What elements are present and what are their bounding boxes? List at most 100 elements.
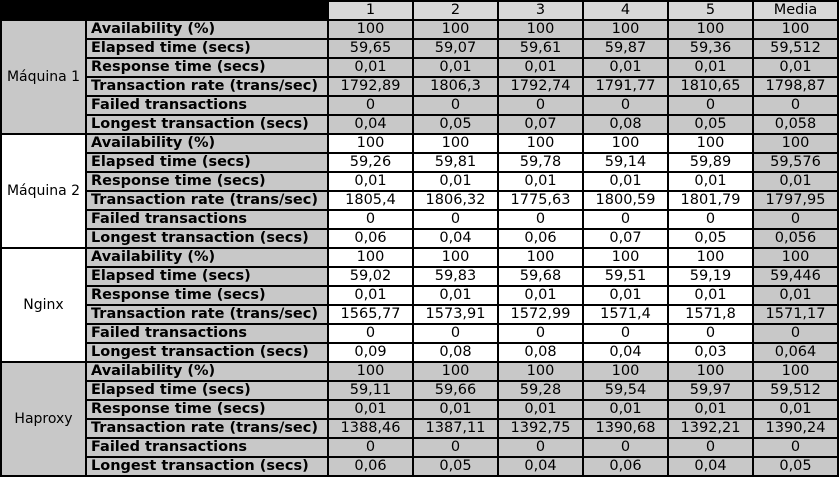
metric-label: Longest transaction (secs) [87, 344, 327, 361]
run-3-value: 100 [499, 135, 582, 152]
run-3-value: 0,01 [499, 287, 582, 304]
table-row: Nginx Availability (%) 100 100 100 100 100 100 [2, 249, 837, 361]
run-3-value: 0 [499, 97, 582, 114]
run-3-value: 100 [499, 363, 582, 380]
metric-label: Response time (secs) [87, 287, 327, 304]
header-run-1: 1 [329, 2, 412, 19]
run-4-value: 0,01 [584, 59, 667, 76]
header-corner [2, 2, 85, 19]
run-2-value: 100 [414, 363, 497, 380]
media-value: 0,056 [754, 230, 837, 247]
media-value: 1571,17 [754, 306, 837, 323]
run-2-value: 0,01 [414, 287, 497, 304]
run-3-value: 0 [499, 211, 582, 228]
run-4-value: 100 [584, 135, 667, 152]
metric-label: Failed transactions [87, 97, 327, 114]
media-value: 1797,95 [754, 192, 837, 209]
run-4-value: 1791,77 [584, 78, 667, 95]
media-value: 0,064 [754, 344, 837, 361]
run-5-value: 59,97 [669, 382, 752, 399]
metric-label: Elapsed time (secs) [87, 382, 327, 399]
run-1-value: 0 [329, 211, 412, 228]
media-value: 0,01 [754, 59, 837, 76]
run-2-value: 0 [414, 325, 497, 342]
metric-label: Failed transactions [87, 211, 327, 228]
run-3-value: 0,01 [499, 401, 582, 418]
table-row: Failed transactions 0 0 0 0 0 0 [2, 439, 837, 456]
metric-label: Availability (%) [87, 135, 327, 152]
run-2-value: 100 [414, 135, 497, 152]
run-4-value: 0,01 [584, 287, 667, 304]
run-5-value: 100 [669, 21, 752, 38]
run-2-value: 0 [414, 97, 497, 114]
run-4-value: 0,01 [584, 401, 667, 418]
table-row: Elapsed time (secs) 59,65 59,07 59,61 59,87 5… [2, 40, 837, 57]
run-5-value: 0,01 [669, 173, 752, 190]
table-row: Response time (secs) 0,01 0,01 0,01 0,01 0,01… [2, 287, 837, 304]
group-label: Haproxy [2, 363, 85, 475]
media-value: 0,01 [754, 401, 837, 418]
run-4-value: 0,08 [584, 116, 667, 133]
metric-label: Elapsed time (secs) [87, 154, 327, 171]
run-1-value: 1805,4 [329, 192, 412, 209]
run-3-value: 0 [499, 325, 582, 342]
media-value: 0,01 [754, 287, 837, 304]
run-5-value: 0,05 [669, 116, 752, 133]
table-row: Elapsed time (secs) 59,02 59,83 59,68 59,51 5… [2, 268, 837, 285]
media-value: 0,058 [754, 116, 837, 133]
table-row: Haproxy Availability (%) 100 100 100 100 100 10… [2, 363, 837, 475]
run-4-value: 59,54 [584, 382, 667, 399]
run-4-value: 100 [584, 21, 667, 38]
run-5-value: 100 [669, 249, 752, 266]
table-row: Failed transactions 0 0 0 0 0 0 [2, 97, 837, 114]
run-5-value: 1571,8 [669, 306, 752, 323]
table-row: Failed transactions 0 0 0 0 0 0 [2, 325, 837, 342]
run-5-value: 100 [669, 135, 752, 152]
run-5-value: 0,03 [669, 344, 752, 361]
run-4-value: 1571,4 [584, 306, 667, 323]
run-1-value: 0,09 [329, 344, 412, 361]
media-value: 0 [754, 97, 837, 114]
run-2-value: 1806,32 [414, 192, 497, 209]
run-1-value: 1388,46 [329, 420, 412, 437]
metric-label: Availability (%) [87, 249, 327, 266]
run-1-value: 0,01 [329, 401, 412, 418]
header-run-4: 4 [584, 2, 667, 19]
metric-label: Failed transactions [87, 325, 327, 342]
run-3-value: 59,68 [499, 268, 582, 285]
run-5-value: 0 [669, 325, 752, 342]
metric-label: Longest transaction (secs) [87, 116, 327, 133]
metric-label: Response time (secs) [87, 401, 327, 418]
run-3-value: 100 [499, 249, 582, 266]
metric-label: Availability (%) [87, 21, 327, 38]
media-value: 0,05 [754, 458, 837, 475]
run-1-value: 59,11 [329, 382, 412, 399]
run-4-value: 59,87 [584, 40, 667, 57]
run-2-value: 1387,11 [414, 420, 497, 437]
media-value: 100 [754, 363, 837, 380]
metric-label: Transaction rate (trans/sec) [87, 78, 327, 95]
table-row: Elapsed time (secs) 59,26 59,81 59,78 59,14 5… [2, 154, 837, 171]
table-row: Longest transaction (secs) 0,06 0,04 0,06 0,… [2, 230, 837, 247]
run-1-value: 1792,89 [329, 78, 412, 95]
header-run-5: 5 [669, 2, 752, 19]
run-3-value: 59,28 [499, 382, 582, 399]
run-1-value: 0,01 [329, 287, 412, 304]
run-3-value: 59,61 [499, 40, 582, 57]
run-3-value: 0,04 [499, 458, 582, 475]
table-row: Longest transaction (secs) 0,06 0,05 0,04 0,… [2, 458, 837, 475]
media-value: 1798,87 [754, 78, 837, 95]
header-metric-blank [87, 2, 327, 19]
group-label: Máquina 2 [2, 135, 85, 247]
run-2-value: 100 [414, 249, 497, 266]
run-3-value: 100 [499, 21, 582, 38]
run-2-value: 0,01 [414, 173, 497, 190]
run-1-value: 0 [329, 439, 412, 456]
run-5-value: 59,36 [669, 40, 752, 57]
run-4-value: 0,01 [584, 173, 667, 190]
run-2-value: 0,01 [414, 59, 497, 76]
metric-label: Elapsed time (secs) [87, 268, 327, 285]
run-5-value: 0,04 [669, 458, 752, 475]
media-value: 100 [754, 21, 837, 38]
